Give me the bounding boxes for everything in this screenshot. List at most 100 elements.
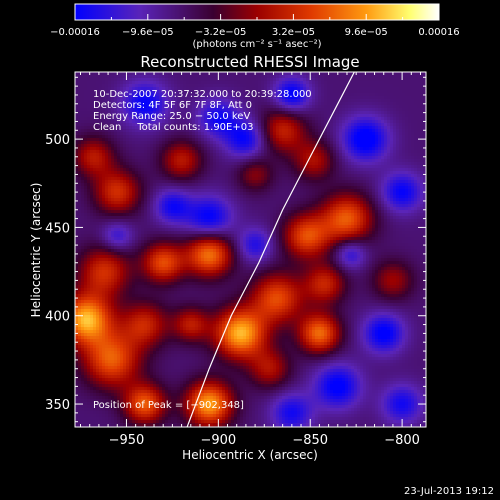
heatmap-cell (276, 144, 280, 148)
heatmap-cell (282, 132, 286, 136)
heatmap-cell (339, 102, 343, 106)
heatmap-cell (405, 171, 409, 175)
heatmap-cell (312, 135, 316, 139)
heatmap-cell (315, 150, 319, 154)
heatmap-cell (396, 153, 400, 157)
heatmap-cell (267, 84, 271, 88)
heatmap-cell (213, 192, 217, 196)
heatmap-cell (357, 99, 361, 103)
heatmap-cell (120, 180, 124, 184)
heatmap-cell (414, 132, 418, 136)
heatmap-cell (117, 171, 121, 175)
heatmap-cell (336, 99, 340, 103)
heatmap-cell (366, 174, 370, 178)
heatmap-cell (327, 78, 331, 82)
heatmap-cell (174, 84, 178, 88)
heatmap-cell (390, 144, 394, 148)
heatmap-cell (174, 105, 178, 109)
heatmap-cell (141, 93, 145, 97)
heatmap-cell (327, 156, 331, 160)
heatmap-cell (369, 162, 373, 166)
heatmap-cell (195, 171, 199, 175)
heatmap-cell (165, 159, 169, 163)
heatmap-cell (324, 138, 328, 142)
heatmap-cell (306, 126, 310, 130)
heatmap-cell (354, 114, 358, 118)
heatmap-cell (372, 123, 376, 127)
heatmap-cell (363, 162, 367, 166)
heatmap-cell (144, 102, 148, 106)
heatmap-cell (81, 96, 85, 100)
heatmap-cell (156, 198, 160, 202)
heatmap-cell (138, 174, 142, 178)
heatmap-cell (90, 141, 94, 145)
heatmap-cell (354, 141, 358, 145)
heatmap-cell (366, 90, 370, 94)
heatmap-cell (141, 180, 145, 184)
heatmap-cell (366, 192, 370, 196)
heatmap-cell (330, 168, 334, 172)
heatmap-cell (315, 177, 319, 181)
heatmap-cell (159, 192, 163, 196)
heatmap-cell (213, 144, 217, 148)
heatmap-cell (315, 93, 319, 97)
heatmap-cell (141, 138, 145, 142)
heatmap-cell (342, 96, 346, 100)
heatmap-cell (363, 75, 367, 79)
heatmap-cell (99, 168, 103, 172)
heatmap-cell (159, 90, 163, 94)
heatmap-cell (156, 180, 160, 184)
heatmap-cell (399, 78, 403, 82)
heatmap-cell (339, 84, 343, 88)
heatmap-cell (183, 192, 187, 196)
heatmap-cell (156, 99, 160, 103)
heatmap-cell (189, 189, 193, 193)
heatmap-cell (357, 132, 361, 136)
heatmap-cell (327, 84, 331, 88)
heatmap-cell (78, 78, 82, 82)
heatmap-cell (342, 168, 346, 172)
heatmap-cell (210, 102, 214, 106)
heatmap-cell (378, 183, 382, 187)
heatmap-cell (357, 75, 361, 79)
heatmap-cell (390, 153, 394, 157)
heatmap-cell (165, 138, 169, 142)
heatmap-cell (129, 72, 133, 76)
heatmap-cell (402, 123, 406, 127)
heatmap-cell (201, 96, 205, 100)
heatmap-cell (225, 153, 229, 157)
heatmap-cell (144, 153, 148, 157)
heatmap-cell (384, 117, 388, 121)
heatmap-cell (399, 135, 403, 139)
heatmap-cell (360, 180, 364, 184)
heatmap-cell (99, 138, 103, 142)
heatmap-cell (294, 72, 298, 76)
heatmap-cell (81, 183, 85, 187)
heatmap-cell (87, 162, 91, 166)
heatmap-cell (243, 183, 247, 187)
heatmap-cell (411, 186, 415, 190)
heatmap-cell (345, 96, 349, 100)
heatmap-cell (345, 123, 349, 127)
heatmap-cell (96, 90, 100, 94)
heatmap-cell (306, 150, 310, 154)
heatmap-cell (399, 102, 403, 106)
heatmap-cell (210, 159, 214, 163)
heatmap-cell (318, 180, 322, 184)
heatmap-cell (285, 93, 289, 97)
heatmap-cell (243, 81, 247, 85)
heatmap-cell (294, 144, 298, 148)
heatmap-cell (276, 171, 280, 175)
heatmap-cell (336, 81, 340, 85)
heatmap-cell (162, 192, 166, 196)
heatmap-cell (150, 93, 154, 97)
heatmap-cell (210, 93, 214, 97)
heatmap-cell (177, 96, 181, 100)
heatmap-cell (369, 75, 373, 79)
heatmap-cell (390, 165, 394, 169)
heatmap-cell (318, 162, 322, 166)
heatmap-cell (387, 153, 391, 157)
heatmap-cell (189, 168, 193, 172)
heatmap-cell (393, 72, 397, 76)
heatmap-cell (162, 183, 166, 187)
